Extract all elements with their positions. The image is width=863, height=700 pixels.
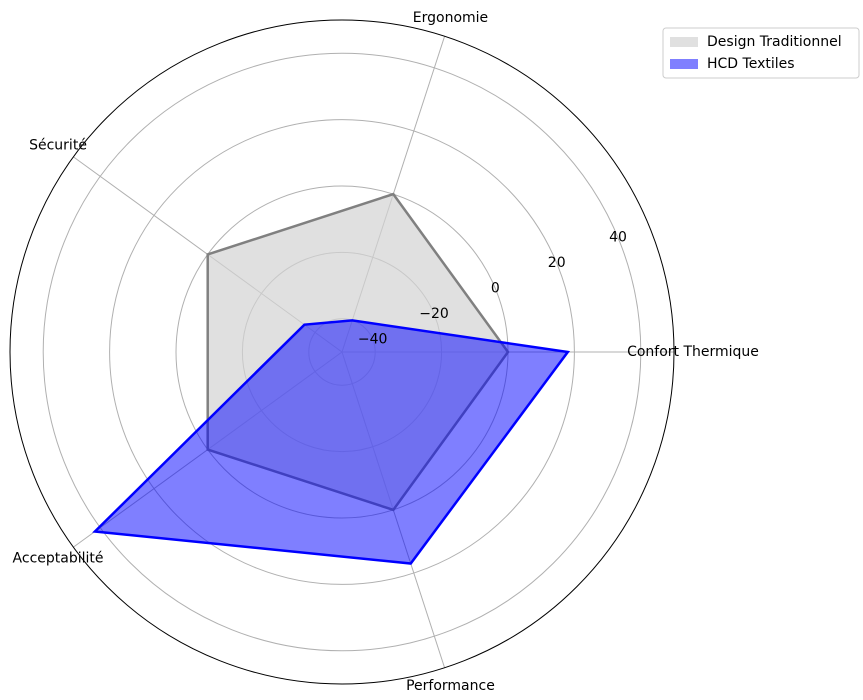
r-tick-label: 40 xyxy=(609,230,627,246)
category-label: Confort Thermique xyxy=(627,344,759,360)
category-label: Sécurité xyxy=(29,138,87,154)
r-tick-label: −20 xyxy=(419,306,449,322)
r-tick-label: 20 xyxy=(548,255,566,271)
series-area xyxy=(92,319,571,565)
legend-box xyxy=(662,27,860,79)
r-tick-label: 0 xyxy=(491,280,500,296)
legend: Design Traditionnel HCD Textiles xyxy=(662,27,860,79)
legend-swatch xyxy=(670,37,698,47)
outer-frame xyxy=(9,19,675,685)
category-label: Ergonomie xyxy=(413,10,488,26)
r-tick-label: −40 xyxy=(358,331,388,347)
legend-label: HCD Textiles xyxy=(707,56,795,72)
legend-label: Design Traditionnel xyxy=(707,34,842,50)
category-label: Performance xyxy=(406,678,495,694)
category-label: Acceptabilité xyxy=(13,550,104,566)
legend-swatch xyxy=(670,59,698,69)
